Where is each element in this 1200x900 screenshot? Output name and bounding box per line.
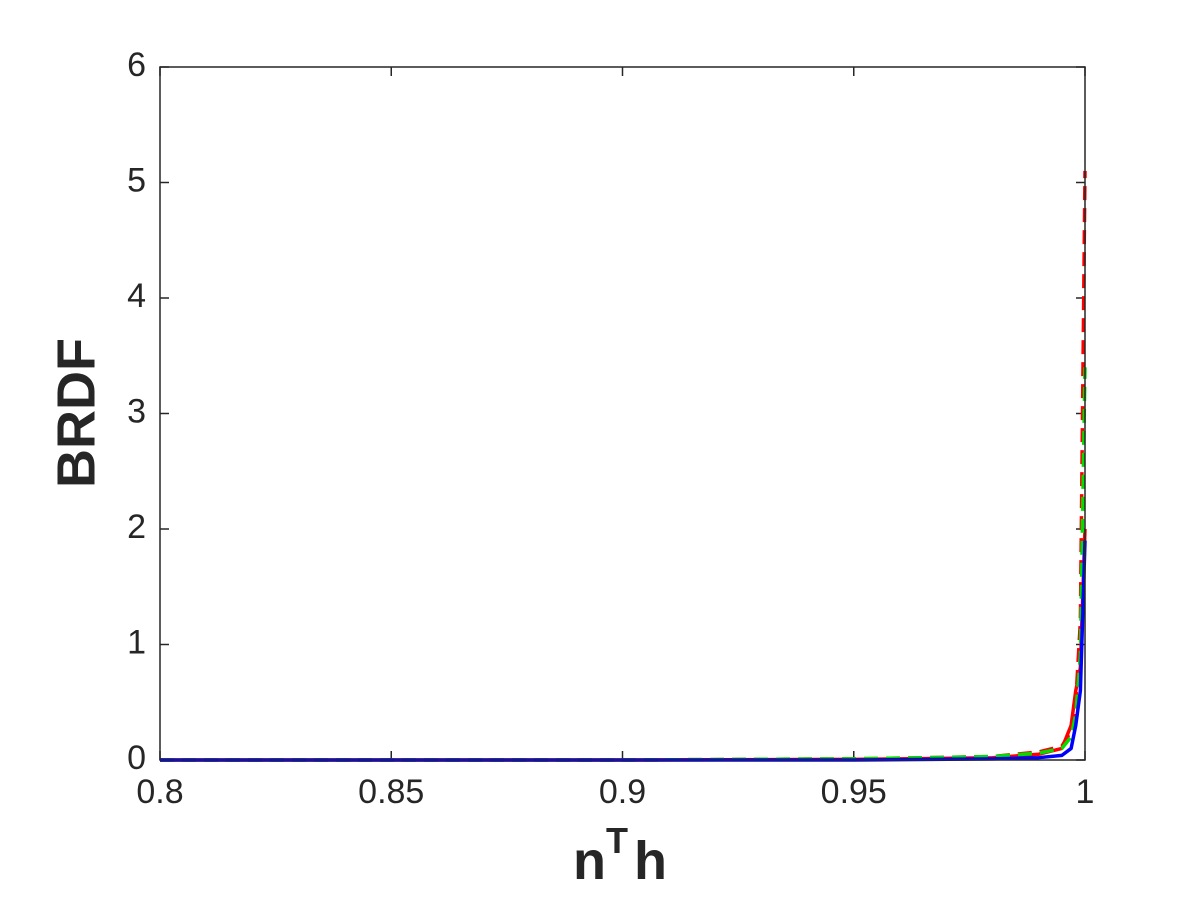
axes-box (159, 66, 1086, 761)
y-tick-label: 1 (127, 623, 146, 661)
y-tick-label: 6 (127, 46, 146, 84)
y-tick-label: 0 (127, 739, 146, 777)
x-tick-label: 0.9 (599, 773, 646, 811)
x-axis-label: nT h (573, 820, 667, 892)
y-tick-label: 2 (127, 508, 146, 546)
x-tick-label: 0.85 (358, 773, 424, 811)
y-tick-label: 3 (127, 392, 146, 430)
x-label-base: n (573, 831, 606, 891)
x-tick-label: 0.95 (821, 773, 887, 811)
y-tick-label: 4 (127, 277, 146, 315)
x-tick-label: 1 (1076, 773, 1095, 811)
x-label-rest: h (634, 831, 667, 891)
x-label-sup: T (606, 820, 628, 861)
y-tick-label: 5 (127, 161, 146, 199)
x-tick-label: 0.8 (136, 773, 183, 811)
y-axis-label: BRDF (46, 338, 106, 488)
